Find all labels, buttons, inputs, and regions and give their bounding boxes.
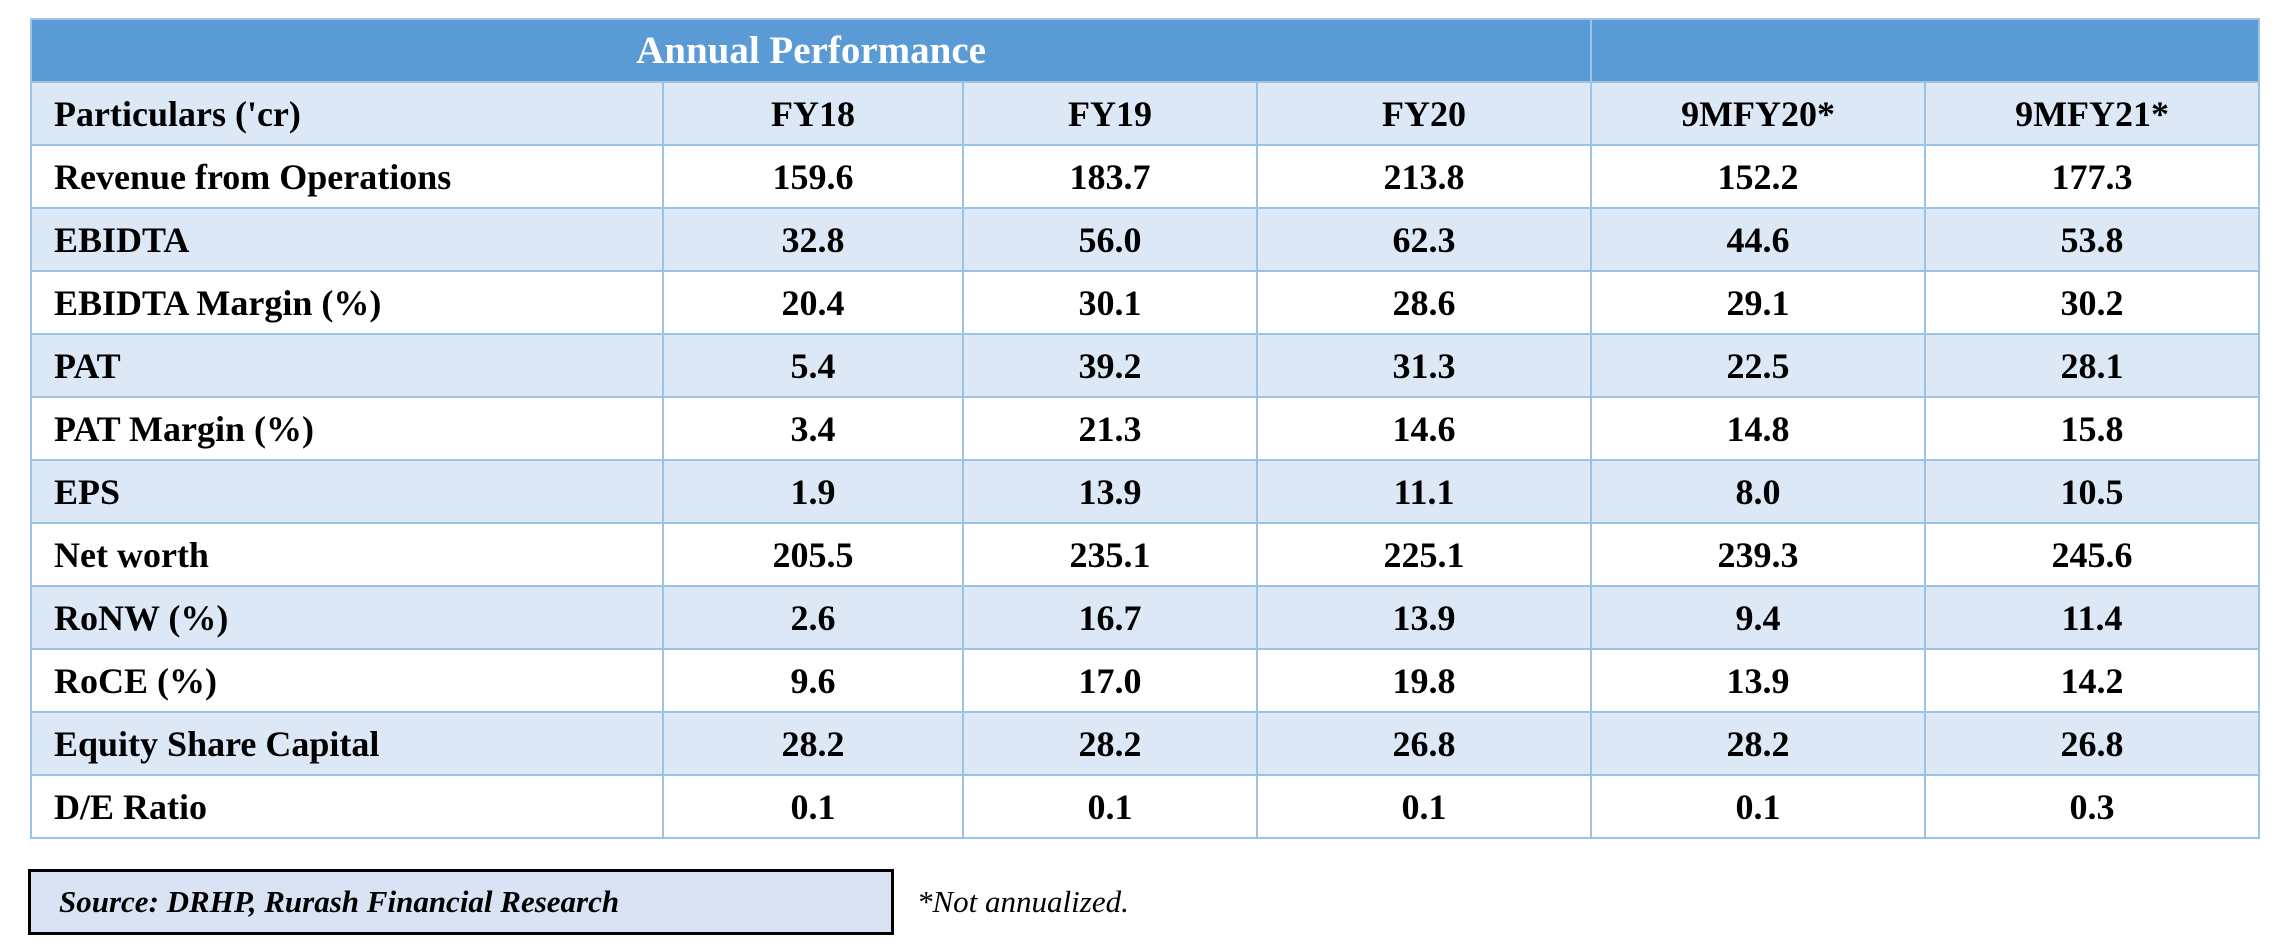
table-cell: 22.5 bbox=[1590, 333, 1927, 398]
row-label: PAT Margin (%) bbox=[30, 396, 664, 461]
table-cell: 39.2 bbox=[962, 333, 1258, 398]
annual-performance-table: Annual Performance Particulars ('cr) FY1… bbox=[29, 18, 2261, 839]
table-cell: 53.8 bbox=[1924, 207, 2261, 272]
table-cell: 62.3 bbox=[1255, 207, 1593, 272]
column-header-particulars: Particulars ('cr) bbox=[30, 81, 664, 146]
table-title: Annual Performance bbox=[29, 18, 1593, 83]
table-row: Equity Share Capital 28.2 28.2 26.8 28.2 26.8 bbox=[30, 711, 2261, 776]
table-cell: 0.3 bbox=[1924, 774, 2261, 839]
table-cell: 20.4 bbox=[662, 270, 964, 335]
table-cell: 44.6 bbox=[1590, 207, 1927, 272]
table-cell: 56.0 bbox=[962, 207, 1258, 272]
row-label: D/E Ratio bbox=[30, 774, 664, 839]
table-cell: 235.1 bbox=[962, 522, 1258, 587]
row-label: RoNW (%) bbox=[30, 585, 664, 650]
table-cell: 0.1 bbox=[1255, 774, 1593, 839]
table-row: PAT Margin (%) 3.4 21.3 14.6 14.8 15.8 bbox=[30, 396, 2261, 461]
table-cell: 26.8 bbox=[1255, 711, 1593, 776]
table-cell: 14.2 bbox=[1924, 648, 2261, 713]
row-label: EBIDTA bbox=[30, 207, 664, 272]
table-row: RoCE (%) 9.6 17.0 19.8 13.9 14.2 bbox=[30, 648, 2261, 713]
table-cell: 17.0 bbox=[962, 648, 1258, 713]
table-cell: 9.4 bbox=[1590, 585, 1927, 650]
table-cell: 16.7 bbox=[962, 585, 1258, 650]
table-row: EBIDTA 32.8 56.0 62.3 44.6 53.8 bbox=[30, 207, 2261, 272]
source-text: Source: DRHP, Rurash Financial Research bbox=[59, 884, 620, 919]
row-label: Net worth bbox=[30, 522, 664, 587]
table-cell: 13.9 bbox=[1255, 585, 1593, 650]
table-cell: 152.2 bbox=[1590, 144, 1927, 209]
table-cell: 11.4 bbox=[1924, 585, 2261, 650]
table-cell: 183.7 bbox=[962, 144, 1258, 209]
table-cell: 0.1 bbox=[1590, 774, 1927, 839]
table-cell: 177.3 bbox=[1924, 144, 2261, 209]
table-cell: 28.6 bbox=[1255, 270, 1593, 335]
table-cell: 10.5 bbox=[1924, 459, 2261, 524]
table-cell: 14.6 bbox=[1255, 396, 1593, 461]
table-cell: 32.8 bbox=[662, 207, 964, 272]
table-cell: 28.2 bbox=[1590, 711, 1927, 776]
table-row: EBIDTA Margin (%) 20.4 30.1 28.6 29.1 30.2 bbox=[30, 270, 2261, 335]
table-row: D/E Ratio 0.1 0.1 0.1 0.1 0.3 bbox=[30, 774, 2261, 839]
column-header-9mfy20: 9MFY20* bbox=[1590, 81, 1927, 146]
table-cell: 0.1 bbox=[662, 774, 964, 839]
table-cell: 13.9 bbox=[1590, 648, 1927, 713]
table-cell: 245.6 bbox=[1924, 522, 2261, 587]
footnote: *Not annualized. bbox=[917, 884, 1129, 919]
row-label: EBIDTA Margin (%) bbox=[30, 270, 664, 335]
table-cell: 9.6 bbox=[662, 648, 964, 713]
table-cell: 8.0 bbox=[1590, 459, 1927, 524]
column-header-fy19: FY19 bbox=[962, 81, 1258, 146]
table-cell: 225.1 bbox=[1255, 522, 1593, 587]
row-label: RoCE (%) bbox=[30, 648, 664, 713]
header-row: Particulars ('cr) FY18 FY19 FY20 9MFY20*… bbox=[30, 81, 2261, 146]
table-cell: 2.6 bbox=[662, 585, 964, 650]
table-cell: 1.9 bbox=[662, 459, 964, 524]
table-cell: 213.8 bbox=[1255, 144, 1593, 209]
title-row: Annual Performance bbox=[29, 18, 2261, 83]
table-cell: 28.2 bbox=[962, 711, 1258, 776]
row-label: EPS bbox=[30, 459, 664, 524]
row-label: PAT bbox=[30, 333, 664, 398]
table-cell: 30.2 bbox=[1924, 270, 2261, 335]
table-cell: 19.8 bbox=[1255, 648, 1593, 713]
table-cell: 28.2 bbox=[662, 711, 964, 776]
table-cell: 5.4 bbox=[662, 333, 964, 398]
table-row: Revenue from Operations 159.6 183.7 213.8 15… bbox=[30, 144, 2261, 209]
table-cell: 21.3 bbox=[962, 396, 1258, 461]
column-header-fy18: FY18 bbox=[662, 81, 964, 146]
table-cell: 31.3 bbox=[1255, 333, 1593, 398]
table-cell: 3.4 bbox=[662, 396, 964, 461]
table-cell: 14.8 bbox=[1590, 396, 1927, 461]
table-cell: 15.8 bbox=[1924, 396, 2261, 461]
table-cell: 159.6 bbox=[662, 144, 964, 209]
title-row-blank bbox=[1590, 18, 2261, 83]
row-label: Revenue from Operations bbox=[30, 144, 664, 209]
table-cell: 0.1 bbox=[962, 774, 1258, 839]
row-label: Equity Share Capital bbox=[30, 711, 664, 776]
table-cell: 30.1 bbox=[962, 270, 1258, 335]
table-row: PAT 5.4 39.2 31.3 22.5 28.1 bbox=[30, 333, 2261, 398]
table-cell: 28.1 bbox=[1924, 333, 2261, 398]
table-row: EPS 1.9 13.9 11.1 8.0 10.5 bbox=[30, 459, 2261, 524]
column-header-fy20: FY20 bbox=[1255, 81, 1593, 146]
table-row: RoNW (%) 2.6 16.7 13.9 9.4 11.4 bbox=[30, 585, 2261, 650]
source-note: Source: DRHP, Rurash Financial Research bbox=[28, 869, 894, 935]
column-header-9mfy21: 9MFY21* bbox=[1924, 81, 2261, 146]
table-cell: 13.9 bbox=[962, 459, 1258, 524]
table-cell: 11.1 bbox=[1255, 459, 1593, 524]
table-row: Net worth 205.5 235.1 225.1 239.3 245.6 bbox=[30, 522, 2261, 587]
table-cell: 205.5 bbox=[662, 522, 964, 587]
table-cell: 239.3 bbox=[1590, 522, 1927, 587]
table-cell: 26.8 bbox=[1924, 711, 2261, 776]
table-cell: 29.1 bbox=[1590, 270, 1927, 335]
